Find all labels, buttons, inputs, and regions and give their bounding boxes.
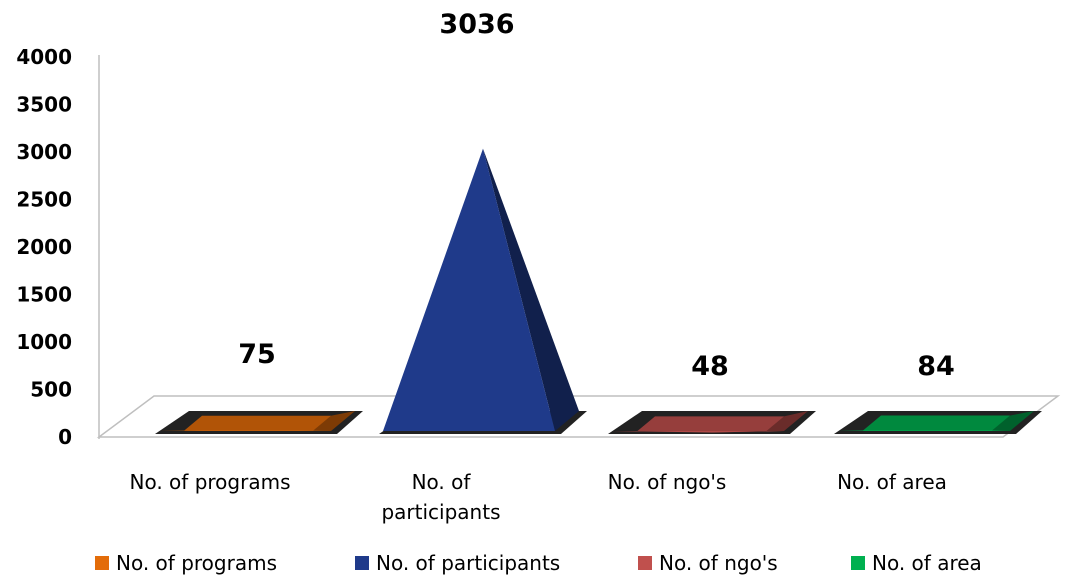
bar-top-face — [637, 416, 784, 432]
x-tick-label: No. of — [412, 470, 472, 494]
y-tick-label: 4000 — [16, 45, 72, 69]
legend-swatch-ngos — [638, 556, 652, 570]
bar-top-face — [863, 415, 1010, 431]
legend-item-participants: No. of participants — [355, 551, 560, 575]
data-label: 3036 — [439, 9, 514, 40]
data-label: 84 — [917, 351, 955, 382]
chart-axes — [96, 55, 1061, 439]
legend-item-programs: No. of programs — [95, 551, 277, 575]
y-tick-label: 2000 — [16, 235, 72, 259]
legend-item-area: No. of area — [851, 551, 982, 575]
pyramid-bar-2 — [379, 148, 587, 434]
x-tick-label: participants — [381, 500, 500, 524]
chart-floor — [96, 395, 1061, 438]
data-label: 48 — [691, 351, 729, 382]
y-tick-label: 1000 — [16, 330, 72, 354]
legend-label-programs: No. of programs — [116, 551, 277, 575]
legend-swatch-programs — [95, 556, 109, 570]
y-tick-label: 3000 — [16, 140, 72, 164]
bar-top-face — [184, 415, 331, 431]
legend-label-participants: No. of participants — [376, 551, 561, 575]
legend-swatch-area — [851, 556, 865, 570]
pyramid-bar-1 — [155, 411, 363, 434]
x-tick-label: No. of programs — [130, 470, 291, 494]
bar-side-face — [483, 148, 579, 431]
pyramid-bar-4 — [834, 411, 1042, 434]
bar-front-face — [383, 148, 555, 431]
chart-labels: 0 500 1000 1500 2000 2500 3000 3500 4000 75 No. of… — [16, 9, 954, 524]
x-tick-label: No. of area — [837, 470, 947, 494]
y-tick-label: 500 — [30, 378, 72, 402]
chart-canvas: 0 500 1000 1500 2000 2500 3000 3500 4000 75 No. of… — [16, 9, 1061, 524]
chart-legend: No. of programs No. of participants No. … — [0, 551, 1065, 581]
pyramid-bar-3 — [608, 411, 816, 434]
y-tick-label: 3500 — [16, 93, 72, 117]
legend-swatch-participants — [355, 556, 369, 570]
legend-label-ngos: No. of ngo's — [659, 551, 778, 575]
y-tick-label: 2500 — [16, 188, 72, 212]
chart-marks — [155, 148, 1042, 434]
legend-label-area: No. of area — [872, 551, 982, 575]
y-tick-label: 0 — [58, 425, 72, 449]
legend-item-ngos: No. of ngo's — [638, 551, 778, 575]
x-tick-label: No. of ngo's — [608, 470, 727, 494]
data-label: 75 — [238, 339, 276, 370]
y-tick-label: 1500 — [16, 283, 72, 307]
